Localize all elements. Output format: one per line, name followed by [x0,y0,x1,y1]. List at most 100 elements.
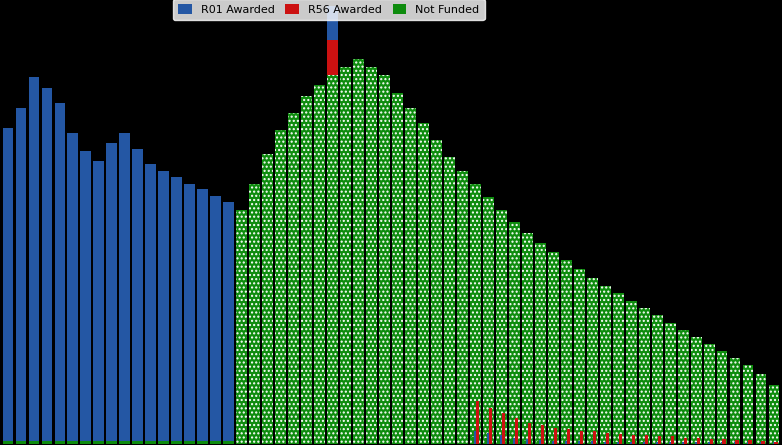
Bar [730,358,741,444]
Bar [132,441,143,444]
Bar [353,59,364,444]
Bar [289,113,299,444]
Bar [717,351,727,444]
Bar [665,323,676,444]
Bar [654,442,656,444]
Bar [498,439,500,444]
Bar [632,436,635,444]
Bar [67,134,78,444]
Bar [41,88,52,444]
Bar [540,425,544,444]
Bar [565,441,568,444]
Bar [578,441,580,444]
Bar [613,293,623,444]
Bar [758,443,759,444]
Bar [717,351,727,444]
Bar [106,441,117,444]
Bar [224,441,234,444]
Bar [762,441,765,444]
Bar [159,171,169,444]
Bar [236,210,247,444]
Bar [418,123,429,444]
Bar [680,443,682,444]
Bar [630,441,633,444]
Bar [16,441,26,444]
Bar [16,108,26,444]
Bar [353,59,364,444]
Bar [548,252,558,444]
Bar [314,85,325,444]
Bar [431,141,442,444]
Bar [483,198,493,444]
Bar [522,233,533,444]
Bar [470,184,481,444]
Bar [500,436,503,444]
Bar [275,130,286,444]
Bar [721,441,723,444]
Bar [554,429,557,444]
Bar [392,93,403,444]
Bar [159,441,169,444]
Bar [224,202,234,444]
Bar [617,441,619,444]
Bar [652,316,662,444]
Bar [120,441,130,444]
Bar [576,442,578,444]
Bar [602,442,604,444]
Legend: R01 Awarded, R56 Awarded, Not Funded: R01 Awarded, R56 Awarded, Not Funded [173,0,485,20]
Bar [327,75,338,444]
Bar [483,198,493,444]
Bar [327,40,338,75]
Bar [197,441,208,444]
Bar [472,437,474,444]
Bar [691,337,701,444]
Bar [561,260,572,444]
Bar [431,141,442,444]
Bar [444,157,455,444]
Bar [600,286,611,444]
Bar [678,330,688,444]
Bar [470,184,481,444]
Bar [626,301,637,444]
Bar [760,441,762,444]
Bar [667,442,669,444]
Bar [210,196,221,444]
Bar [704,344,715,444]
Bar [563,441,565,444]
Bar [132,149,143,444]
Bar [587,278,597,444]
Bar [509,222,520,444]
Bar [665,323,676,444]
Bar [314,85,325,444]
Bar [67,441,78,444]
Bar [522,233,533,444]
Bar [574,269,585,444]
Bar [301,96,312,444]
Bar [579,431,583,444]
Bar [709,438,712,444]
Bar [748,440,752,444]
Bar [669,441,672,444]
Bar [171,441,182,444]
Bar [528,423,531,444]
Bar [708,441,711,444]
Bar [515,418,518,444]
Bar [171,177,182,444]
Bar [55,103,65,444]
Bar [589,442,590,444]
Bar [730,358,741,444]
Bar [639,308,650,444]
Bar [706,443,708,444]
Bar [537,441,539,444]
Bar [210,441,221,444]
Bar [747,441,749,444]
Bar [301,96,312,444]
Bar [457,171,468,444]
Bar [327,75,338,444]
Bar [604,441,607,444]
Bar [644,436,647,444]
Bar [289,113,299,444]
Bar [574,269,585,444]
Bar [496,210,507,444]
Bar [639,308,650,444]
